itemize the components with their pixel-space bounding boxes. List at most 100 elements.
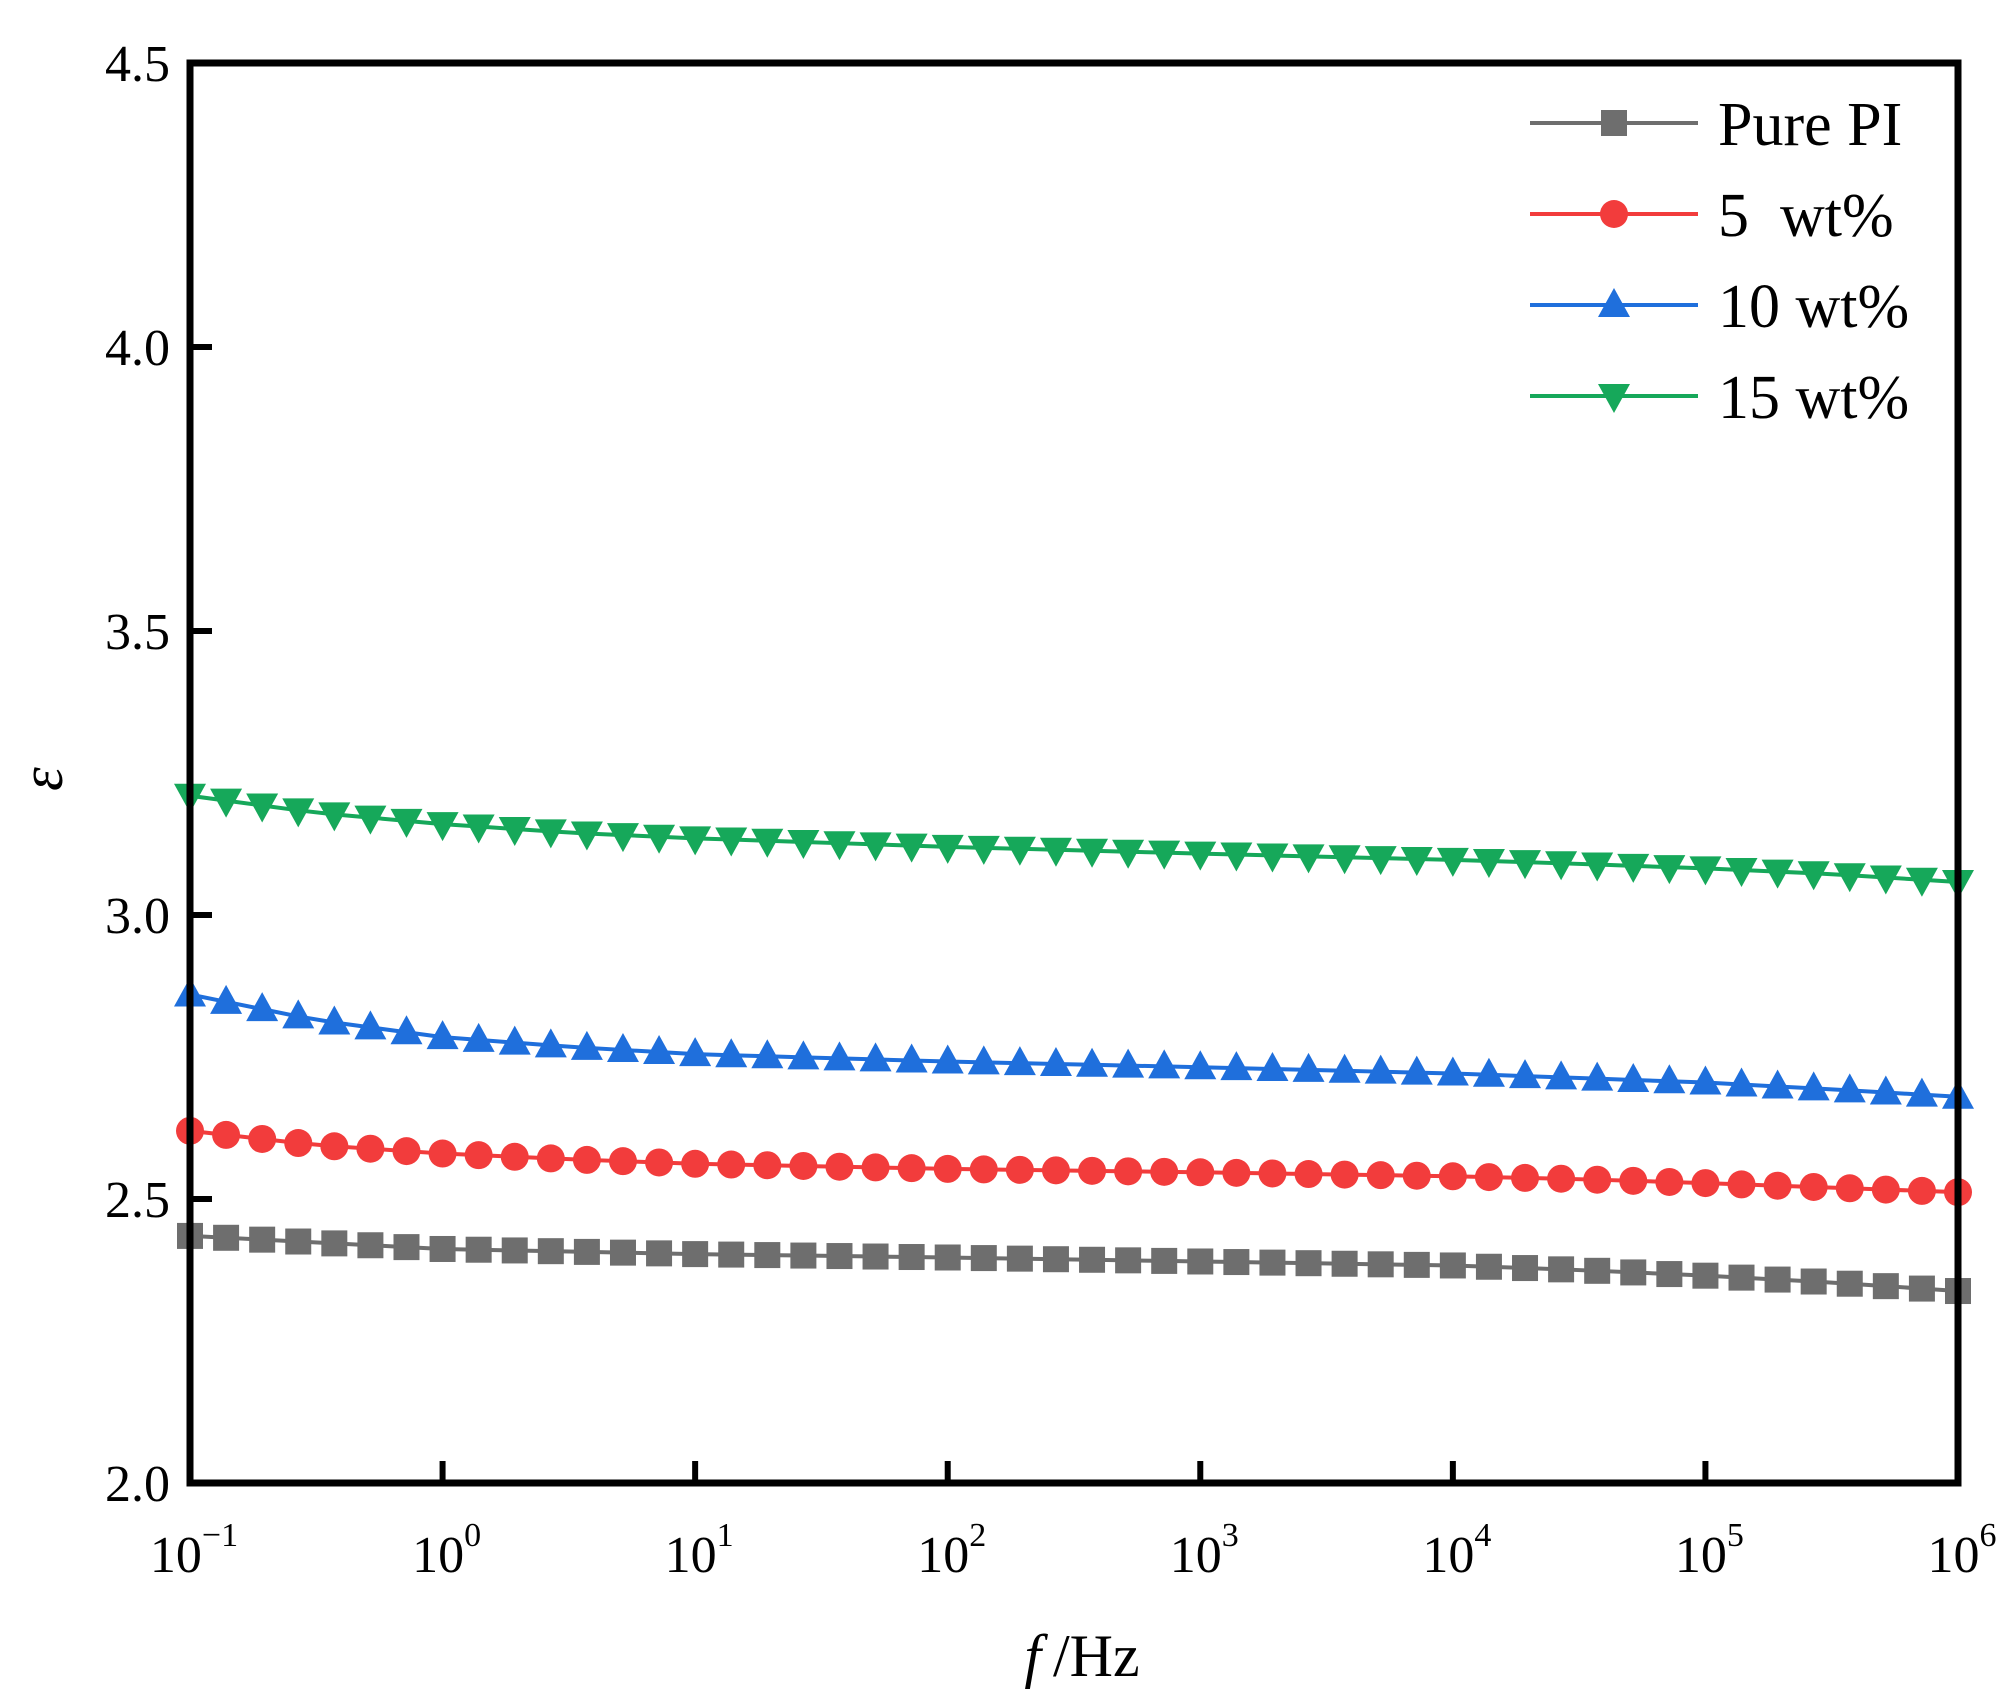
x-tick-label-base-2: 10 [665, 1527, 717, 1584]
data-point-2-40 [1617, 1062, 1650, 1092]
legend-label-2: 10 wt% [1718, 273, 1909, 341]
data-point-1-41 [1655, 1167, 1684, 1196]
data-point-3-30 [1256, 843, 1289, 873]
legend-item-1: 5 wt% [1530, 182, 1894, 250]
data-point-0-32 [1331, 1250, 1358, 1277]
data-point-3-24 [1039, 837, 1072, 867]
data-point-3-6 [390, 808, 423, 838]
legend-item-0: Pure PI [1530, 91, 1902, 159]
data-point-3-5 [354, 805, 387, 835]
data-point-0-39 [1584, 1257, 1611, 1284]
data-point-3-21 [931, 834, 964, 864]
data-point-2-2 [246, 992, 279, 1022]
data-point-3-13 [643, 824, 676, 854]
data-point-0-33 [1367, 1251, 1394, 1278]
data-point-3-39 [1581, 852, 1614, 882]
data-point-2-20 [895, 1043, 928, 1073]
legend-label-0: Pure PI [1718, 91, 1902, 159]
data-point-3-12 [606, 823, 639, 853]
series-3 [174, 783, 1974, 900]
data-point-1-47 [1871, 1175, 1900, 1204]
legend-item-3: 15 wt% [1530, 364, 1909, 432]
data-point-1-22 [969, 1155, 998, 1184]
data-point-2-11 [570, 1030, 603, 1060]
data-point-0-12 [609, 1239, 636, 1266]
data-point-3-4 [318, 802, 351, 832]
data-point-2-33 [1364, 1054, 1397, 1084]
data-point-3-26 [1112, 839, 1145, 869]
data-point-1-25 [1078, 1156, 1107, 1185]
data-point-3-41 [1653, 855, 1686, 885]
data-point-3-14 [679, 826, 712, 856]
data-point-2-35 [1436, 1056, 1469, 1086]
data-point-3-34 [1400, 847, 1433, 877]
data-point-0-22 [970, 1245, 997, 1272]
data-point-0-18 [826, 1243, 853, 1270]
data-point-1-11 [572, 1145, 601, 1174]
data-point-0-36 [1475, 1253, 1502, 1280]
data-point-1-12 [608, 1147, 637, 1176]
x-tick-label-exp-6: 5 [1727, 1517, 1744, 1554]
y-tick-label-3: 3.5 [105, 604, 170, 661]
y-tick-label-5: 4.5 [105, 36, 170, 93]
data-point-3-3 [282, 798, 315, 828]
x-tick-label-base-3: 10 [917, 1527, 969, 1584]
data-point-0-4 [321, 1230, 348, 1257]
data-point-0-5 [357, 1232, 384, 1259]
data-point-0-26 [1115, 1247, 1142, 1274]
data-point-3-25 [1076, 838, 1109, 868]
data-point-0-42 [1692, 1262, 1719, 1289]
data-point-2-17 [787, 1040, 820, 1070]
data-point-2-22 [967, 1045, 1000, 1075]
data-point-0-27 [1151, 1247, 1178, 1274]
data-point-2-24 [1039, 1046, 1072, 1076]
data-point-2-15 [715, 1038, 748, 1068]
data-point-0-17 [790, 1242, 817, 1269]
data-point-2-37 [1509, 1059, 1542, 1089]
data-point-3-33 [1364, 846, 1397, 876]
data-point-3-35 [1436, 847, 1469, 877]
data-point-0-9 [501, 1237, 528, 1264]
x-tick-label-exp-1: 0 [464, 1517, 481, 1554]
data-point-2-29 [1220, 1051, 1253, 1081]
data-point-1-46 [1835, 1174, 1864, 1203]
data-point-0-23 [1006, 1245, 1033, 1272]
data-point-3-31 [1292, 844, 1325, 874]
data-point-0-40 [1620, 1259, 1647, 1286]
data-point-1-14 [681, 1149, 710, 1178]
y-tick-label-2: 3.0 [105, 888, 170, 945]
data-point-2-43 [1725, 1067, 1758, 1097]
x-tick-label-exp-2: 1 [717, 1517, 734, 1554]
data-point-1-15 [717, 1150, 746, 1179]
data-point-0-10 [537, 1238, 564, 1265]
data-point-0-8 [465, 1236, 492, 1263]
data-point-2-23 [1003, 1046, 1036, 1076]
labels-layer: 10−1 100 101 102 103 104 105 1062.02.53.03.54.0… [105, 36, 1997, 1584]
y-axis-title: ε [9, 767, 75, 791]
data-point-0-7 [429, 1235, 456, 1262]
series-2 [174, 977, 1974, 1109]
legend-label-3: 15 wt% [1718, 364, 1909, 432]
data-point-3-1 [210, 788, 243, 818]
data-point-1-10 [536, 1144, 565, 1173]
data-point-0-31 [1295, 1250, 1322, 1277]
data-point-0-30 [1259, 1249, 1286, 1276]
data-point-2-4 [318, 1005, 351, 1035]
data-point-1-40 [1619, 1166, 1648, 1195]
data-point-2-38 [1545, 1060, 1578, 1090]
data-point-1-34 [1402, 1161, 1431, 1190]
data-point-2-7 [426, 1020, 459, 1050]
data-point-1-17 [789, 1151, 818, 1180]
data-point-3-9 [498, 816, 531, 846]
data-point-0-41 [1656, 1261, 1683, 1288]
data-point-2-46 [1833, 1073, 1866, 1103]
data-point-2-28 [1184, 1050, 1217, 1080]
x-axis-title-unit: /Hz [1053, 1623, 1140, 1689]
data-point-1-32 [1330, 1160, 1359, 1189]
legend-item-2: 10 wt% [1530, 273, 1909, 341]
data-point-3-45 [1797, 861, 1830, 891]
data-point-3-46 [1833, 863, 1866, 893]
data-point-3-36 [1472, 849, 1505, 879]
plot-frame [186, 59, 1962, 1487]
legend-label-1: 5 wt% [1718, 182, 1894, 250]
